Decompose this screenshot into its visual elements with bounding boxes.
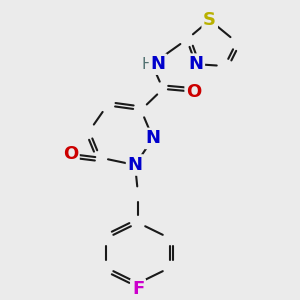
Text: S: S (203, 11, 216, 29)
Text: N: N (188, 55, 203, 73)
Text: N: N (146, 129, 160, 147)
Text: N: N (151, 55, 166, 73)
Text: F: F (132, 280, 144, 298)
Text: H: H (141, 57, 153, 72)
Text: O: O (186, 83, 201, 101)
Text: O: O (63, 145, 78, 163)
Text: N: N (128, 156, 142, 174)
